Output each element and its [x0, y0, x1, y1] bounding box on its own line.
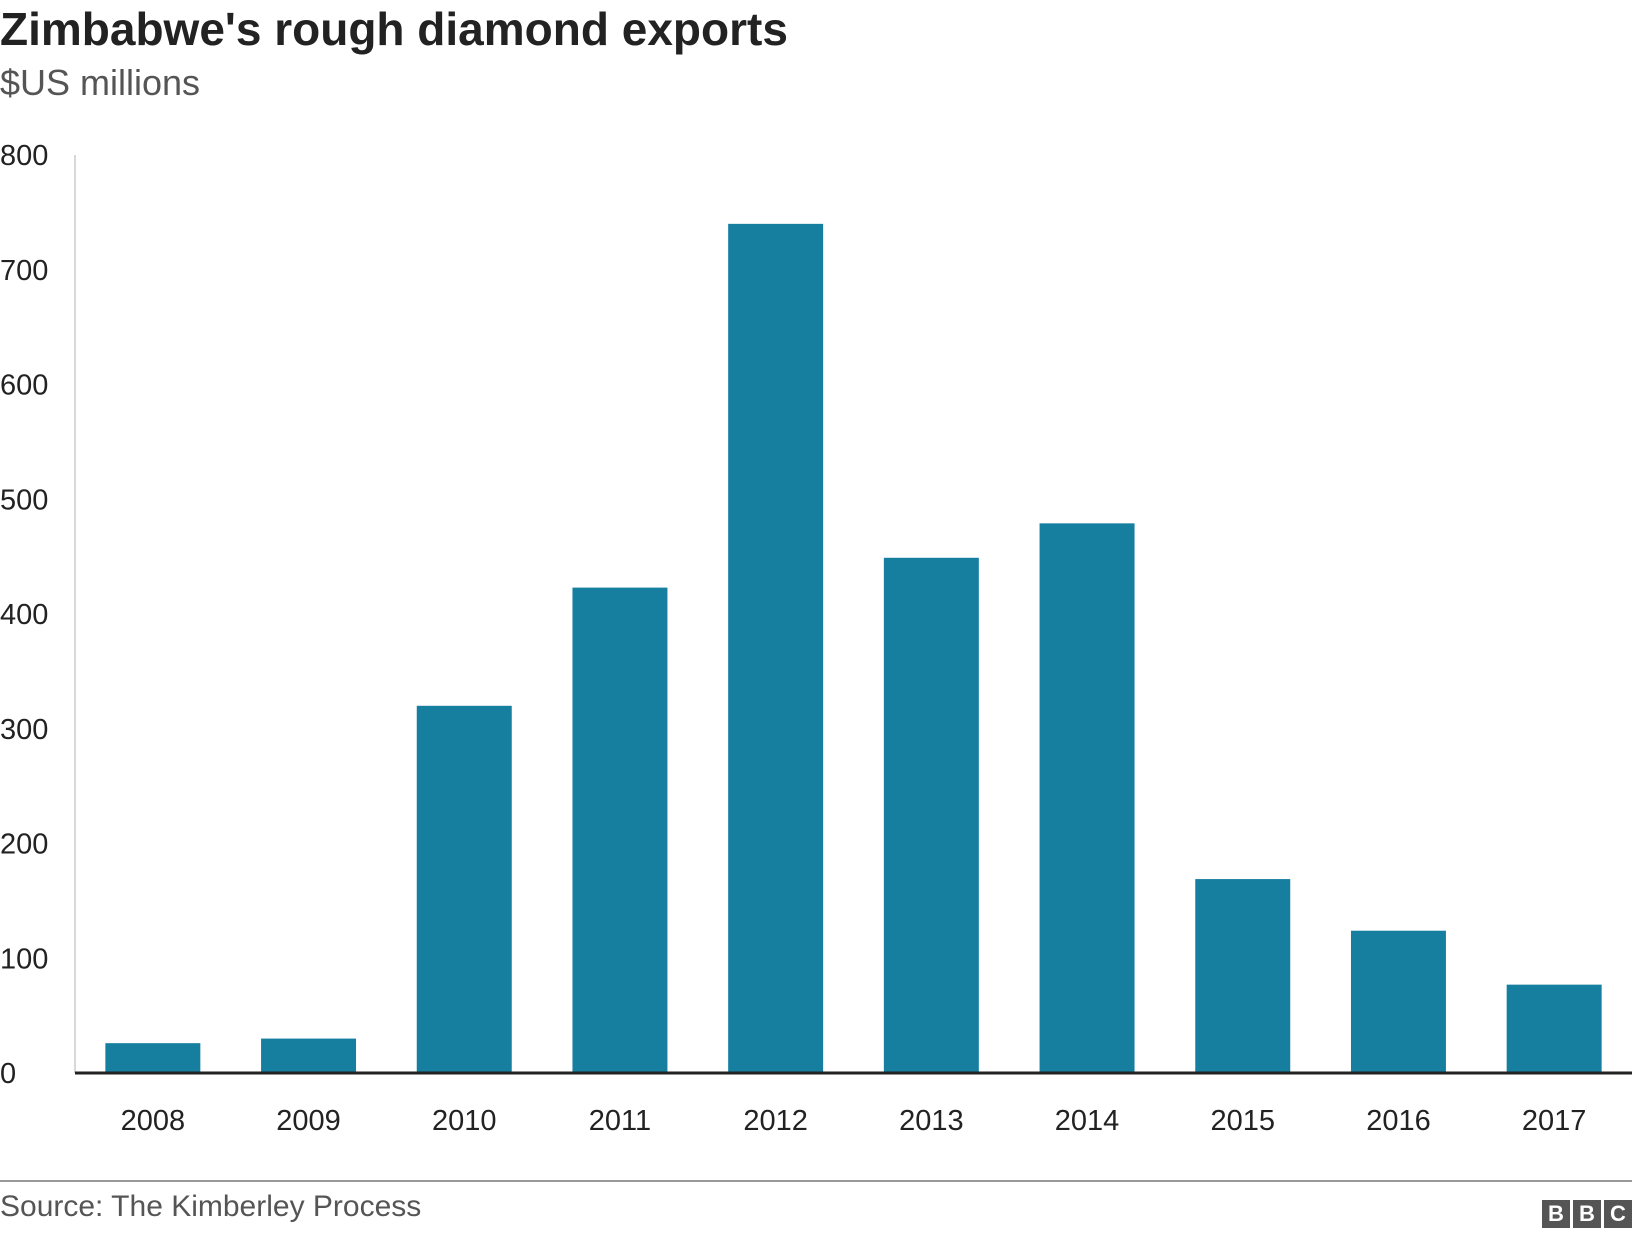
bbc-logo-letter: B [1573, 1200, 1601, 1228]
chart-title: Zimbabwe's rough diamond exports [0, 3, 788, 55]
bar-2014 [1039, 523, 1135, 1073]
bar-2017 [1506, 984, 1602, 1073]
x-tick-label: 2008 [121, 1105, 186, 1137]
bar-2012 [728, 223, 824, 1074]
bar-2008 [105, 1043, 201, 1073]
x-tick-label: 2009 [276, 1105, 341, 1137]
bar-2011 [572, 587, 668, 1073]
bbc-logo: B B C [1542, 1200, 1632, 1228]
y-tick-label: 500 [0, 484, 48, 516]
source-note: Source: The Kimberley Process [0, 1190, 422, 1223]
x-tick-label: 2015 [1210, 1105, 1275, 1137]
bar-2016 [1350, 930, 1446, 1073]
chart-subtitle: $US millions [0, 62, 201, 103]
y-axis-ticks: 0 100 200 300 400 500 600 700 800 [0, 140, 48, 1090]
x-tick-label: 2014 [1055, 1105, 1120, 1137]
y-tick-label: 400 [0, 599, 48, 631]
y-tick-label: 600 [0, 370, 48, 402]
y-tick-label: 300 [0, 714, 48, 746]
bar-2013 [883, 557, 979, 1073]
y-tick-label: 800 [0, 140, 48, 172]
bbc-logo-letter: C [1604, 1200, 1632, 1228]
footer-divider [0, 1180, 1632, 1182]
x-tick-label: 2016 [1366, 1105, 1431, 1137]
bar-2009 [261, 1038, 357, 1073]
x-axis-ticks: 2008 2009 2010 2011 2012 2013 2014 2015 2016 2017 [121, 1105, 1587, 1137]
bar-2015 [1195, 879, 1291, 1073]
x-tick-label: 2013 [899, 1105, 964, 1137]
bbc-logo-letter: B [1542, 1200, 1570, 1228]
bars [105, 223, 1602, 1074]
bar-2010 [416, 705, 512, 1073]
y-tick-label: 100 [0, 943, 48, 975]
x-tick-label: 2011 [589, 1105, 651, 1137]
x-tick-label: 2012 [743, 1105, 808, 1137]
y-tick-label: 700 [0, 255, 48, 287]
y-tick-label: 0 [0, 1058, 16, 1090]
x-tick-label: 2010 [432, 1105, 497, 1137]
y-tick-label: 200 [0, 829, 48, 861]
x-tick-label: 2017 [1522, 1105, 1587, 1137]
